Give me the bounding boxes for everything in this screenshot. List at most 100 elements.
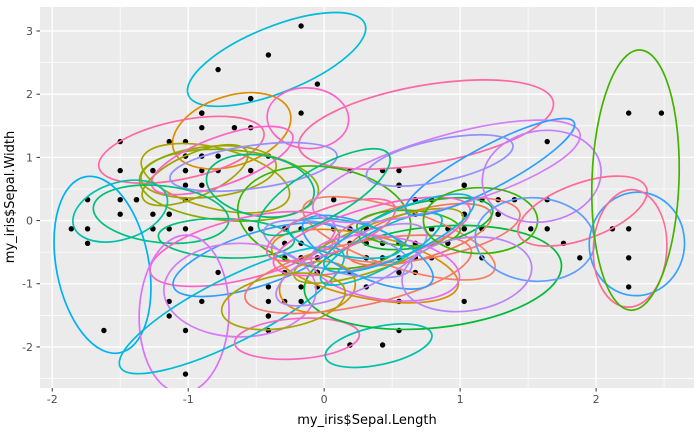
y-tick-label: -2 bbox=[22, 341, 33, 354]
data-point bbox=[199, 125, 205, 131]
x-tick-label: 2 bbox=[593, 393, 600, 406]
confidence-ellipse bbox=[233, 317, 361, 361]
data-point bbox=[133, 197, 140, 203]
data-point bbox=[117, 167, 123, 174]
confidence-ellipse bbox=[265, 197, 397, 263]
data-point bbox=[298, 110, 304, 116]
data-point bbox=[68, 226, 75, 232]
data-point bbox=[101, 327, 107, 334]
confidence-ellipse bbox=[140, 144, 278, 199]
confidence-ellipse bbox=[319, 212, 443, 286]
data-point bbox=[199, 182, 205, 188]
data-point bbox=[396, 269, 402, 276]
data-point bbox=[150, 167, 156, 174]
y-tick-label: 1 bbox=[26, 151, 33, 164]
data-point bbox=[215, 269, 221, 276]
data-point bbox=[248, 95, 254, 102]
data-point bbox=[396, 182, 402, 188]
data-point bbox=[528, 226, 534, 232]
data-point bbox=[248, 226, 254, 232]
data-point bbox=[658, 110, 665, 116]
data-point bbox=[396, 167, 402, 174]
data-point bbox=[182, 371, 189, 377]
y-tick-label: 2 bbox=[26, 88, 33, 101]
data-point bbox=[265, 52, 272, 58]
axis-tick-labels: -2 -1 0 1 2 3 2 1 0 -1 -2 bbox=[22, 25, 600, 406]
data-point bbox=[331, 197, 337, 203]
confidence-ellipse bbox=[287, 217, 402, 260]
y-axis-title: my_iris$Sepal.Width bbox=[3, 131, 18, 263]
confidence-ellipse bbox=[266, 86, 350, 150]
data-point bbox=[298, 298, 304, 305]
data-point bbox=[166, 138, 172, 145]
confidence-ellipse bbox=[404, 117, 576, 217]
confidence-ellipse bbox=[150, 125, 294, 196]
data-point bbox=[215, 153, 221, 159]
confidence-ellipse bbox=[365, 133, 514, 188]
data-point bbox=[265, 298, 272, 305]
axis-tick-marks bbox=[36, 30, 597, 392]
y-tick-label: -1 bbox=[22, 278, 33, 291]
data-point bbox=[117, 211, 123, 217]
confidence-ellipse bbox=[149, 210, 337, 288]
confidence-ellipse bbox=[517, 175, 648, 247]
data-point bbox=[314, 81, 321, 87]
data-point bbox=[461, 182, 467, 188]
data-point bbox=[626, 255, 632, 261]
ellipses-layer bbox=[53, 11, 686, 388]
confidence-ellipse bbox=[162, 242, 317, 338]
data-point bbox=[248, 167, 254, 174]
data-point bbox=[182, 167, 189, 174]
data-point bbox=[495, 211, 501, 217]
confidence-ellipse bbox=[401, 236, 533, 313]
confidence-ellipse bbox=[171, 91, 292, 170]
confidence-ellipse bbox=[97, 115, 265, 185]
data-point bbox=[182, 327, 189, 334]
data-point bbox=[626, 284, 632, 290]
data-point bbox=[166, 226, 172, 232]
confidence-ellipse bbox=[257, 147, 392, 237]
confidence-ellipse bbox=[272, 196, 472, 277]
data-point bbox=[461, 298, 467, 305]
data-point bbox=[544, 138, 550, 145]
data-point bbox=[544, 226, 550, 232]
data-point bbox=[626, 110, 632, 116]
data-point bbox=[298, 23, 304, 29]
data-point bbox=[199, 110, 205, 116]
data-point bbox=[577, 255, 583, 261]
data-point bbox=[461, 226, 467, 232]
data-point bbox=[84, 240, 91, 246]
x-tick-label: -2 bbox=[47, 393, 58, 406]
data-point bbox=[84, 226, 91, 232]
confidence-ellipse bbox=[157, 217, 296, 259]
data-point bbox=[231, 125, 238, 131]
confidence-ellipse bbox=[53, 175, 152, 355]
data-point bbox=[117, 197, 123, 203]
data-point bbox=[199, 298, 205, 305]
confidence-ellipse bbox=[220, 272, 346, 331]
data-point bbox=[166, 313, 172, 319]
x-tick-label: 1 bbox=[457, 393, 464, 406]
data-point bbox=[182, 226, 189, 232]
x-axis-title: my_iris$Sepal.Length bbox=[297, 413, 437, 428]
data-point bbox=[265, 313, 272, 319]
data-point bbox=[298, 284, 304, 290]
data-point bbox=[626, 226, 632, 232]
data-point bbox=[265, 284, 272, 290]
x-tick-label: -1 bbox=[183, 393, 194, 406]
x-tick-label: 0 bbox=[321, 393, 328, 406]
y-tick-label: 3 bbox=[26, 25, 33, 38]
data-point bbox=[150, 211, 156, 217]
confidence-ellipse bbox=[592, 188, 668, 309]
data-point bbox=[379, 342, 386, 348]
y-tick-label: 0 bbox=[26, 215, 33, 228]
confidence-ellipse bbox=[310, 234, 461, 302]
confidence-ellipse bbox=[169, 141, 338, 193]
data-point bbox=[166, 211, 172, 217]
data-point bbox=[396, 327, 402, 334]
data-point bbox=[166, 298, 172, 305]
data-point bbox=[215, 66, 221, 73]
data-point bbox=[182, 182, 189, 188]
